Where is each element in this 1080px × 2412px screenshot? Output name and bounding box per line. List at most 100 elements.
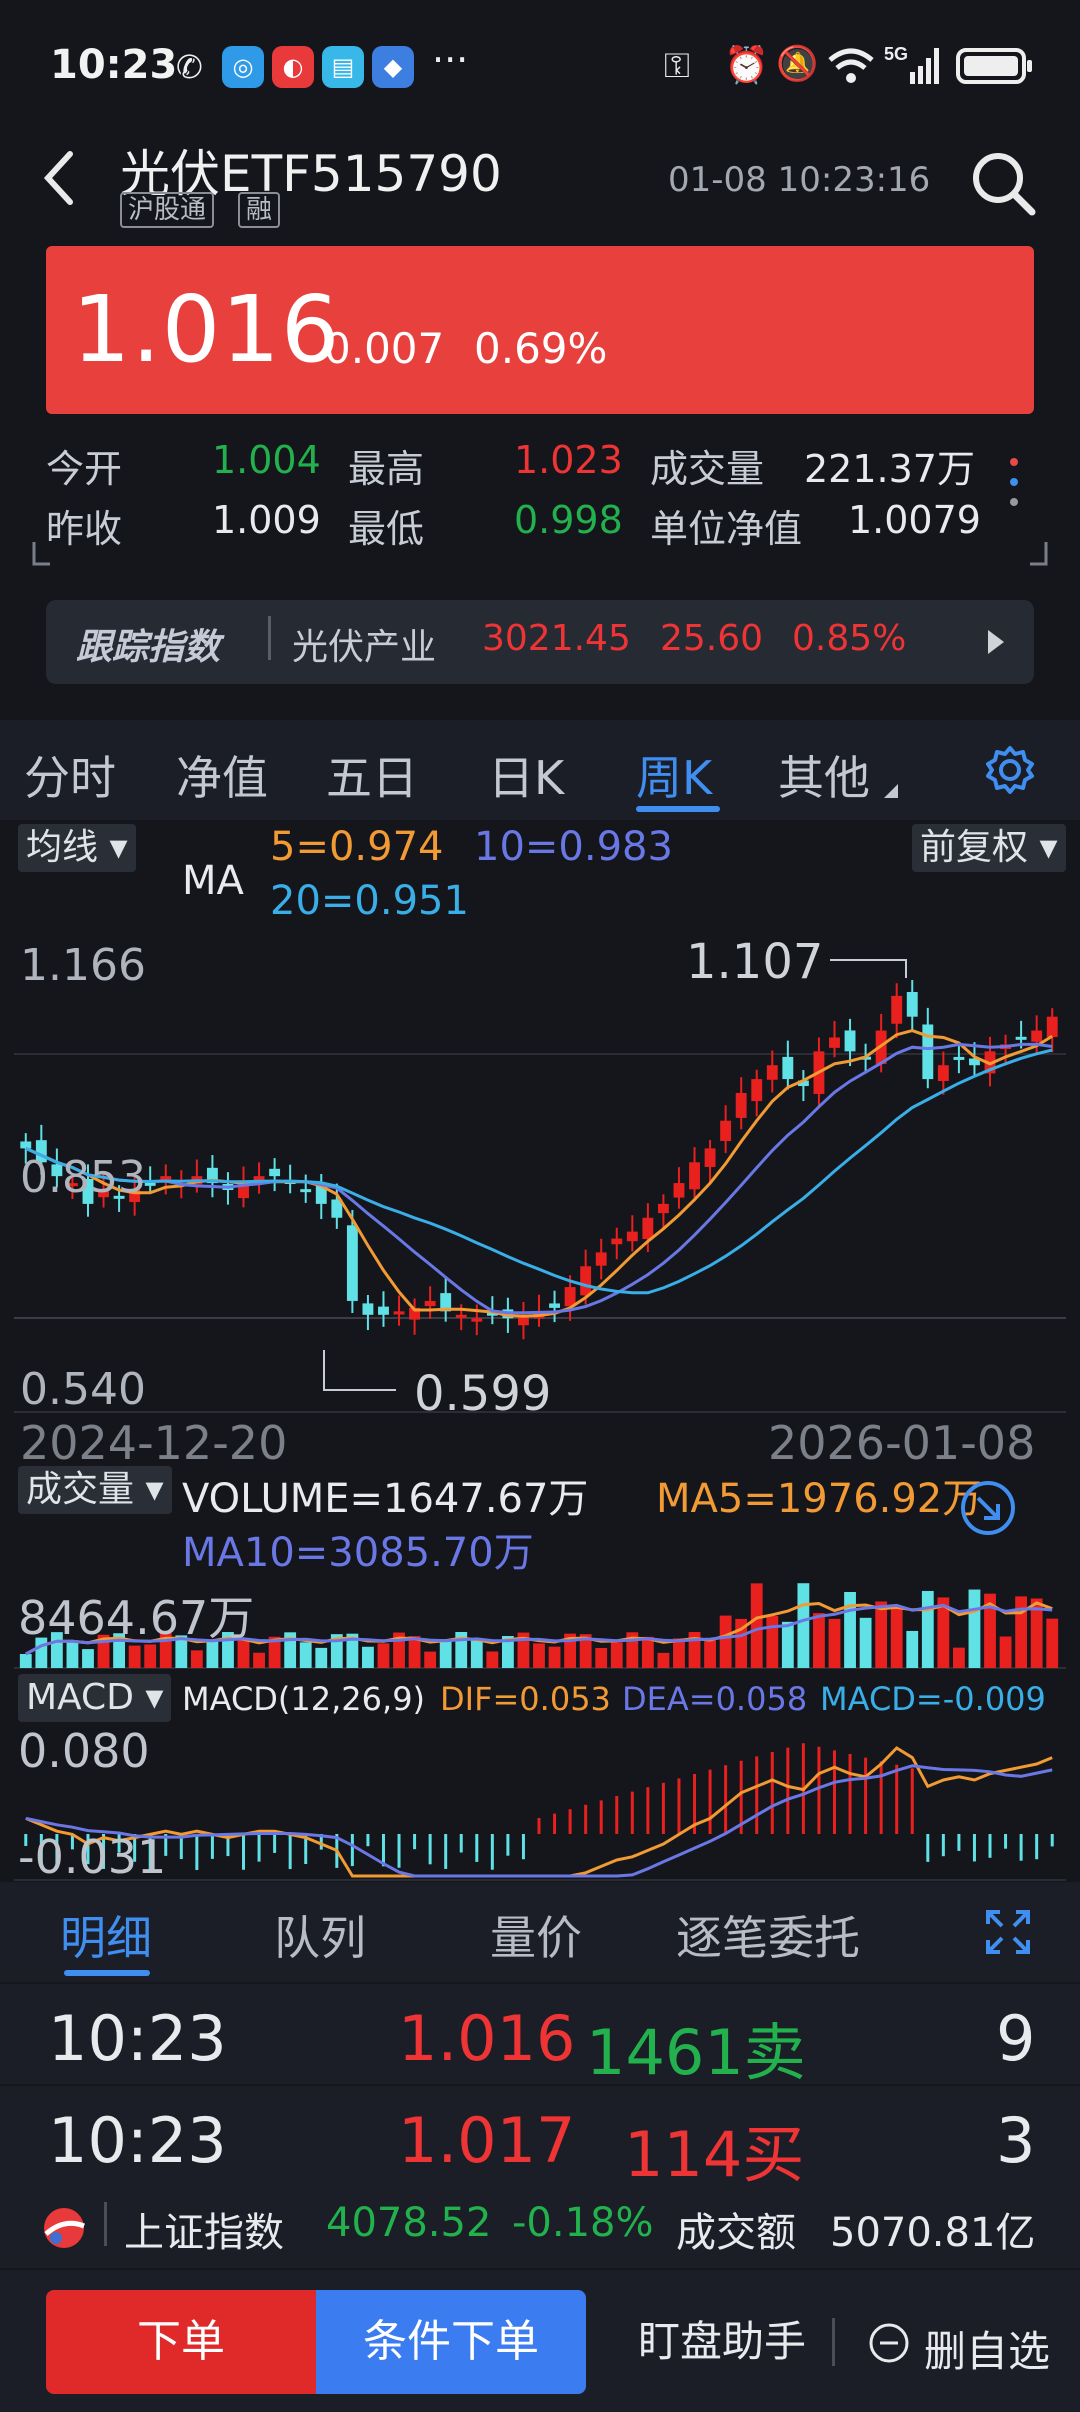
volume-ma10-line: [25, 1603, 1053, 1656]
volume-bar: [237, 1638, 250, 1668]
nav-label: 单位净值: [650, 507, 803, 551]
index-pct: -0.18%: [512, 2200, 654, 2246]
low-label: 最低: [348, 507, 425, 551]
kline-candle: [1015, 1036, 1027, 1040]
kline-candle: [906, 991, 918, 1017]
kline-candle: [315, 1183, 327, 1204]
detail-tabs: 明细 队列 量价 逐笔委托: [0, 1882, 1080, 1982]
divider: [104, 2202, 107, 2246]
tab-nav[interactable]: 净值: [176, 751, 268, 805]
volume-bar: [688, 1632, 701, 1668]
signal-5g-icon: 5G: [884, 44, 939, 84]
conditional-order-button[interactable]: 条件下单: [316, 2290, 586, 2394]
settings-gear-icon[interactable]: [984, 744, 1036, 796]
volume-bar: [875, 1601, 888, 1668]
high-value: 1.023: [514, 438, 623, 482]
kline-candle: [829, 1037, 840, 1048]
volume-bar: [486, 1651, 499, 1668]
volume-bar: [1015, 1596, 1028, 1668]
macd-value: MACD=-0.009: [820, 1680, 1046, 1718]
kline-candle: [206, 1167, 218, 1184]
order-button[interactable]: 下单: [46, 2290, 316, 2394]
search-icon[interactable]: [968, 148, 1038, 218]
kline-candle: [891, 995, 903, 1024]
volume-bar: [35, 1637, 48, 1668]
price-banner: 1.016 0.007 0.69%: [46, 246, 1034, 414]
market-index-ticker[interactable]: 上证指数 4078.52 -0.18% 成交额 5070.81亿: [0, 2184, 1080, 2268]
kline-candle: [1031, 1030, 1043, 1042]
volume-bar: [159, 1632, 172, 1668]
divider: [268, 616, 271, 660]
current-price: 1.016: [72, 276, 341, 383]
date-end: 2026-01-08: [768, 1416, 1036, 1470]
volume-bar: [626, 1632, 639, 1668]
key-icon: ⚿: [664, 46, 690, 86]
volume-bar: [19, 1654, 32, 1668]
history-icon[interactable]: [958, 1478, 1018, 1538]
expand-corners[interactable]: [30, 540, 1050, 570]
kline-candle: [51, 1164, 63, 1177]
kline-candle: [704, 1148, 716, 1167]
volume-ma5: MA5=1976.92万: [656, 1476, 983, 1522]
volume-bar: [82, 1649, 94, 1668]
tab-minute[interactable]: 分时: [24, 751, 116, 805]
volume-bar: [533, 1643, 545, 1668]
back-arrow-icon[interactable]: [38, 148, 82, 208]
more-dots-icon[interactable]: [1004, 454, 1024, 514]
subtab-queue[interactable]: 队列: [274, 1911, 366, 1965]
macd-axis-low: -0.031: [18, 1830, 167, 1884]
kline-candle: [35, 1140, 47, 1163]
tracking-index-bar[interactable]: 跟踪指数 光伏产业 3021.45 25.60 0.85%: [46, 600, 1034, 684]
kline-candle: [549, 1303, 560, 1308]
tab-other[interactable]: 其他: [778, 751, 870, 805]
tab-daily-k[interactable]: 日K: [488, 751, 565, 805]
adjust-dropdown[interactable]: 前复权 ▾: [912, 824, 1066, 872]
chart-tabs: 分时 净值 五日 日K 周K 其他: [0, 720, 1080, 820]
volume-bar: [641, 1636, 654, 1668]
volume-dropdown[interactable]: 成交量 ▾: [18, 1466, 172, 1514]
kline-chart-area[interactable]: [14, 822, 1066, 1882]
book-icon: ▤: [322, 46, 364, 88]
low-value: 0.998: [514, 498, 623, 542]
remove-watchlist-label: 删自选: [924, 2327, 1051, 2376]
volume-bar: [175, 1635, 188, 1668]
subtab-detail[interactable]: 明细: [60, 1911, 152, 1965]
tab-weekly-k[interactable]: 周K: [636, 751, 713, 805]
remove-watchlist-button[interactable]: 删自选: [862, 2314, 1052, 2376]
kline-candle: [238, 1183, 249, 1199]
dea-line: [25, 1764, 1053, 1878]
trade-qty: 114买: [624, 2118, 805, 2191]
ma-dropdown[interactable]: 均线 ▾: [18, 824, 136, 872]
volume-bar: [346, 1633, 359, 1668]
macd-dropdown[interactable]: MACD ▾: [18, 1674, 172, 1722]
volume-bar: [1030, 1598, 1043, 1668]
kline-candle: [129, 1190, 141, 1203]
price-change-pct: 0.69%: [474, 324, 608, 373]
subtab-indicator: [64, 1970, 150, 1976]
tag-hgt: 沪股通: [120, 192, 215, 228]
volume-value-label: VOLUME=1647.67万: [182, 1476, 589, 1522]
fullscreen-icon[interactable]: [984, 1908, 1032, 1956]
subtab-order-by-order[interactable]: 逐笔委托: [676, 1911, 860, 1965]
volume-bar: [719, 1615, 732, 1668]
kline-candle: [766, 1065, 778, 1080]
y-axis-high: 1.166: [20, 940, 146, 991]
volume-dropdown-label: 成交量: [26, 1469, 135, 1510]
volume-bar: [890, 1606, 903, 1668]
call-icon: ✆: [176, 48, 203, 86]
kline-candle: [611, 1238, 623, 1245]
kline-candle: [689, 1162, 700, 1190]
min-price-note: 0.599: [414, 1366, 552, 1422]
watch-assistant-button[interactable]: 盯盘助手: [637, 2317, 806, 2366]
dropdown-corner-icon: [884, 784, 898, 798]
volume-bar: [579, 1634, 592, 1668]
volume-bar: [564, 1633, 577, 1668]
ma-dropdown-label: 均线: [26, 827, 99, 868]
volume-bar: [50, 1632, 63, 1668]
kline-candle: [82, 1178, 94, 1204]
subtab-volume-price[interactable]: 量价: [490, 1911, 582, 1965]
ma10-line: [25, 1042, 1053, 1315]
kline-candle: [160, 1176, 172, 1180]
tab-five-day[interactable]: 五日: [326, 751, 418, 805]
